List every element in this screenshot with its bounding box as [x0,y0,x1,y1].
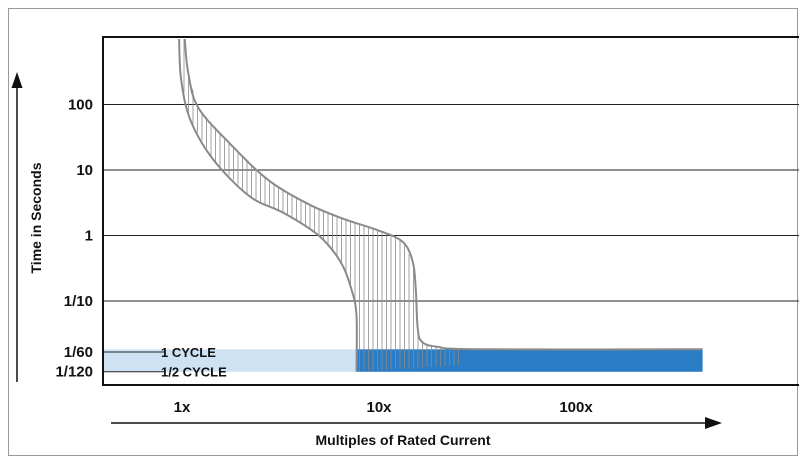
maximum-trip-curve [183,38,703,351]
cycle-region-1 [104,349,357,372]
trip-band [178,38,703,372]
y-axis-title: Time in Seconds [28,162,44,273]
x-axis-arrow [111,417,722,429]
x-tick-label-1: 10x [366,399,392,416]
minimum-trip-curve [178,38,358,372]
cycle-annotation-1: 1/2 CYCLE [161,365,227,380]
y-tick-labels: 100 10 1 1/10 1/60 1/120 [55,97,93,381]
plot-border [102,36,799,386]
x-axis-title: Multiples of Rated Current [315,432,490,448]
cycle-region-2 [356,349,703,372]
chart-frame [8,8,798,456]
y-axis-arrow [11,72,23,382]
y-tick-label-5: 1/120 [55,364,93,381]
x-tick-label-2: 100x [559,399,593,416]
y-tick-label-4: 1/60 [64,344,93,361]
grid-lines [103,104,799,373]
cycle-annotation-0: 1 CYCLE [161,345,216,360]
y-tick-label-1: 10 [76,162,93,179]
x-tick-labels: 1x 10x 100x [174,399,594,416]
cycle-regions [104,349,703,372]
y-tick-label-3: 1/10 [64,293,93,310]
cycle-annotations: 1 CYCLE 1/2 CYCLE [161,345,227,380]
y-tick-label-2: 1 [85,228,93,245]
x-tick-label-0: 1x [174,399,191,416]
y-tick-label-0: 100 [68,97,93,114]
